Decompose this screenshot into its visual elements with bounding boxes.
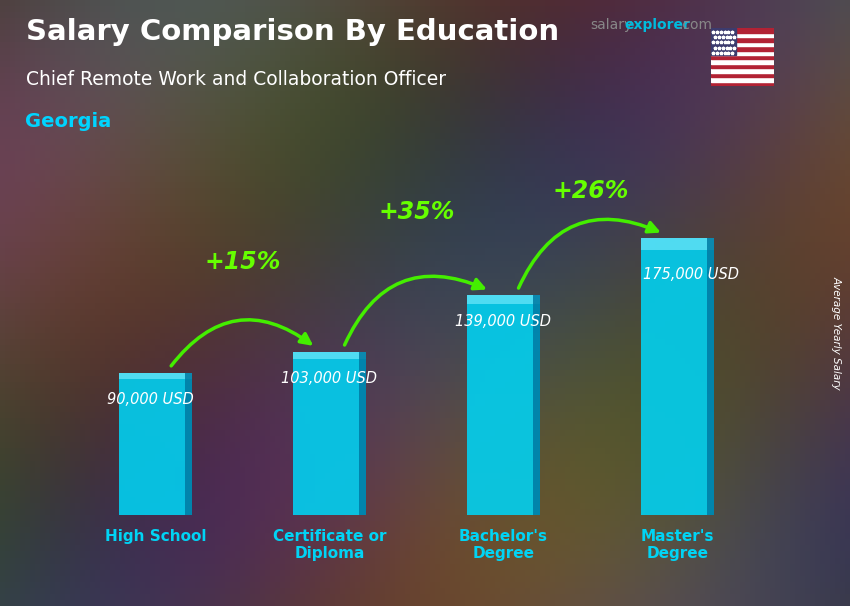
Text: +26%: +26% bbox=[552, 179, 629, 203]
Bar bbox=[711, 33, 774, 38]
Bar bbox=[711, 59, 774, 64]
Text: .com: .com bbox=[678, 18, 712, 32]
Bar bbox=[359, 352, 366, 515]
Bar bbox=[711, 82, 774, 86]
Bar bbox=[711, 46, 774, 51]
Bar bbox=[711, 64, 774, 68]
Text: Average Yearly Salary: Average Yearly Salary bbox=[831, 276, 842, 390]
Bar bbox=[184, 373, 192, 515]
Text: Chief Remote Work and Collaboration Officer: Chief Remote Work and Collaboration Offi… bbox=[26, 70, 445, 88]
Text: explorer: explorer bbox=[625, 18, 690, 32]
Bar bbox=[293, 352, 366, 359]
Bar bbox=[711, 73, 774, 77]
Text: 139,000 USD: 139,000 USD bbox=[455, 315, 551, 329]
Text: Salary Comparison By Education: Salary Comparison By Education bbox=[26, 18, 558, 46]
Bar bbox=[641, 238, 714, 250]
Bar bbox=[706, 238, 714, 515]
Text: salary: salary bbox=[591, 18, 633, 32]
Bar bbox=[641, 238, 714, 515]
Bar bbox=[711, 68, 774, 73]
Bar bbox=[119, 373, 192, 515]
Bar bbox=[711, 51, 774, 55]
Bar bbox=[467, 295, 540, 515]
Text: 175,000 USD: 175,000 USD bbox=[643, 267, 739, 282]
Bar bbox=[711, 42, 774, 46]
Text: +15%: +15% bbox=[204, 250, 280, 274]
Bar bbox=[711, 28, 774, 33]
Bar bbox=[467, 295, 540, 304]
Bar bbox=[711, 38, 774, 42]
Bar bbox=[293, 352, 366, 515]
Text: 90,000 USD: 90,000 USD bbox=[107, 392, 194, 407]
Bar bbox=[119, 373, 192, 379]
Text: +35%: +35% bbox=[378, 199, 455, 224]
Text: 103,000 USD: 103,000 USD bbox=[280, 371, 377, 386]
Bar bbox=[711, 55, 774, 59]
Bar bbox=[533, 295, 540, 515]
Text: Georgia: Georgia bbox=[26, 112, 111, 131]
Bar bbox=[711, 28, 736, 55]
Bar bbox=[711, 77, 774, 82]
